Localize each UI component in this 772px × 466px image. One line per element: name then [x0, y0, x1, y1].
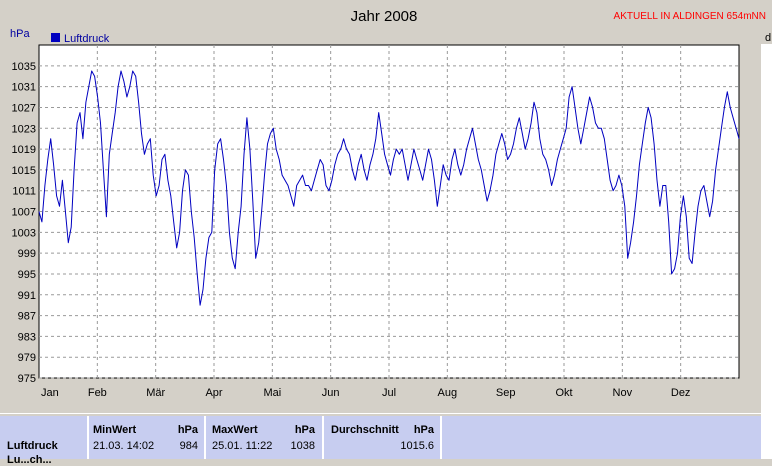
avg-unit: hPa [413, 424, 434, 436]
x-tick-label: Nov [613, 387, 633, 399]
pressure-chart: Jahr 2008 AKTUELL IN ALDINGEN 654mNN hPa… [10, 8, 772, 413]
right-edge-filler [761, 414, 772, 459]
min-cell: MinWert hPa 21.03. 14:02 984 [89, 416, 206, 459]
x-tick-label: Jul [382, 387, 396, 399]
row-label-pressure: Luftdruck [7, 440, 58, 452]
x-tick-label: Mär [146, 387, 165, 399]
y-tick-label: 975 [18, 373, 36, 385]
max-time: 25.01. 11:22 [212, 440, 273, 452]
y-tick-label: 991 [18, 290, 36, 302]
min-value: 984 [179, 440, 198, 452]
x-tick-label: Dez [671, 387, 691, 399]
x-tick-label: Jun [322, 387, 340, 399]
location-note: AKTUELL IN ALDINGEN 654mNN [614, 11, 766, 22]
y-tick-label: 1007 [12, 207, 36, 219]
series-layer [38, 70, 740, 306]
min-unit: hPa [177, 424, 198, 436]
min-header: MinWert [93, 424, 137, 436]
legend-swatch [51, 33, 60, 42]
legend-label: Luftdruck [64, 33, 110, 45]
x-tick-label: Apr [205, 387, 222, 399]
y-axis-unit-label: hPa [10, 28, 30, 40]
y-tick-label: 979 [18, 352, 36, 364]
y-tick-label: 999 [18, 248, 36, 260]
y-tick-label: 1019 [12, 144, 36, 156]
grid-lines [39, 45, 739, 379]
y-tick-label: 1003 [12, 227, 36, 239]
avg-header: Durchschnitt [331, 424, 399, 436]
avg-value: 1015.6 [400, 440, 434, 452]
row-label-cell: Luftdruck Lu...ch... [0, 416, 89, 466]
x-tick-label: Aug [438, 387, 458, 399]
stats-table: Luftdruck Lu...ch... MinWert hPa 21.03. … [0, 413, 772, 466]
y-tick-label: 1011 [12, 186, 36, 198]
x-tick-label: Jan [41, 387, 59, 399]
y-tick-label: 995 [18, 269, 36, 281]
y-tick-labels: 975 979 983 987 991 995 999 1003 1007 1011 1015 101… [12, 61, 36, 385]
avg-cell: Durchschnitt hPa 1015.6 [324, 416, 442, 459]
row-label-next: Lu...ch... [7, 454, 52, 466]
y-tick-label: 1023 [12, 123, 36, 135]
y-tick-label: 1027 [12, 102, 36, 114]
max-header: MaxWert [212, 424, 258, 436]
y-tick-label: 1031 [12, 82, 36, 94]
x-tick-label: Okt [555, 387, 572, 399]
y-tick-label: 983 [18, 331, 36, 343]
x-tick-label: Sep [496, 387, 516, 399]
corner-label: d [765, 32, 771, 44]
series-line-luftdruck [38, 70, 740, 306]
x-tick-labels: Jan Feb Mär Apr Mai Jun Jul Aug Sep Okt Nov Dez [41, 387, 690, 399]
y-tick-label: 1015 [12, 165, 36, 177]
chart-title: Jahr 2008 [351, 8, 418, 25]
max-value: 1038 [290, 440, 315, 452]
x-tick-label: Feb [88, 387, 107, 399]
max-cell: MaxWert hPa 25.01. 11:22 1038 [206, 416, 324, 459]
x-tick-label: Mai [263, 387, 281, 399]
right-edge-panel [761, 44, 772, 413]
y-tick-label: 987 [18, 311, 36, 323]
min-time: 21.03. 14:02 [93, 440, 155, 452]
y-tick-label: 1035 [12, 61, 36, 73]
max-unit: hPa [294, 424, 315, 436]
empty-cell [442, 416, 761, 459]
